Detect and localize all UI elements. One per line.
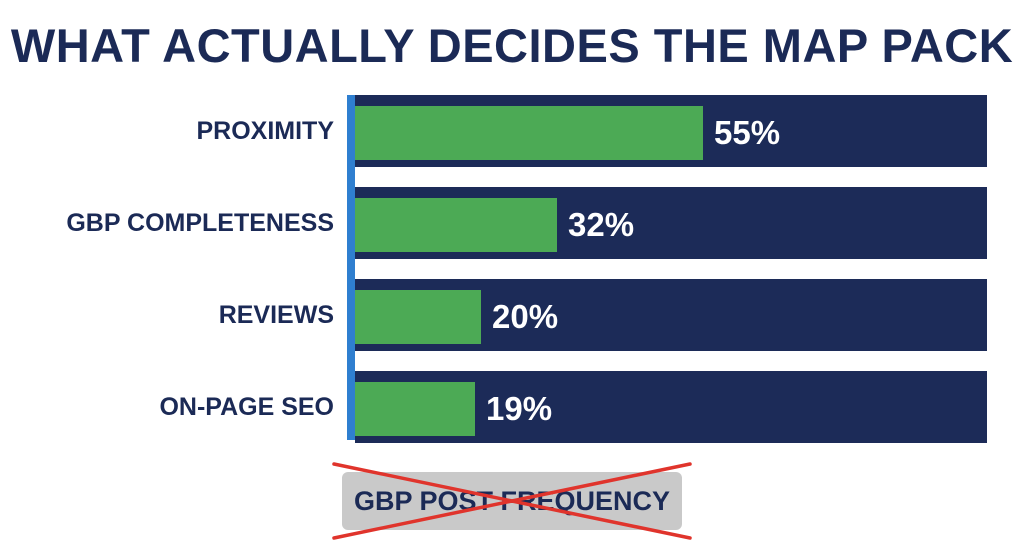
chart-title: WHAT ACTUALLY DECIDES THE MAP PACK [10, 19, 1014, 72]
bar-track: 20% [355, 279, 987, 351]
cross-out-icon [332, 462, 692, 540]
category-label: GBP COMPLETENESS [66, 209, 334, 237]
bar-track: 32% [355, 187, 987, 259]
value-label: 32% [568, 206, 635, 243]
y-axis-line [347, 95, 355, 440]
bar [355, 198, 557, 252]
bar [355, 106, 703, 160]
bar-track: 55% [355, 95, 987, 167]
category-label: ON-PAGE SEO [159, 393, 334, 421]
bar-track: 19% [355, 371, 987, 443]
value-label: 19% [486, 390, 553, 427]
bar [355, 382, 475, 436]
value-label: 55% [714, 114, 781, 151]
bar [355, 290, 481, 344]
category-label: PROXIMITY [196, 117, 334, 145]
category-label: REVIEWS [218, 301, 334, 329]
value-label: 20% [492, 298, 559, 335]
